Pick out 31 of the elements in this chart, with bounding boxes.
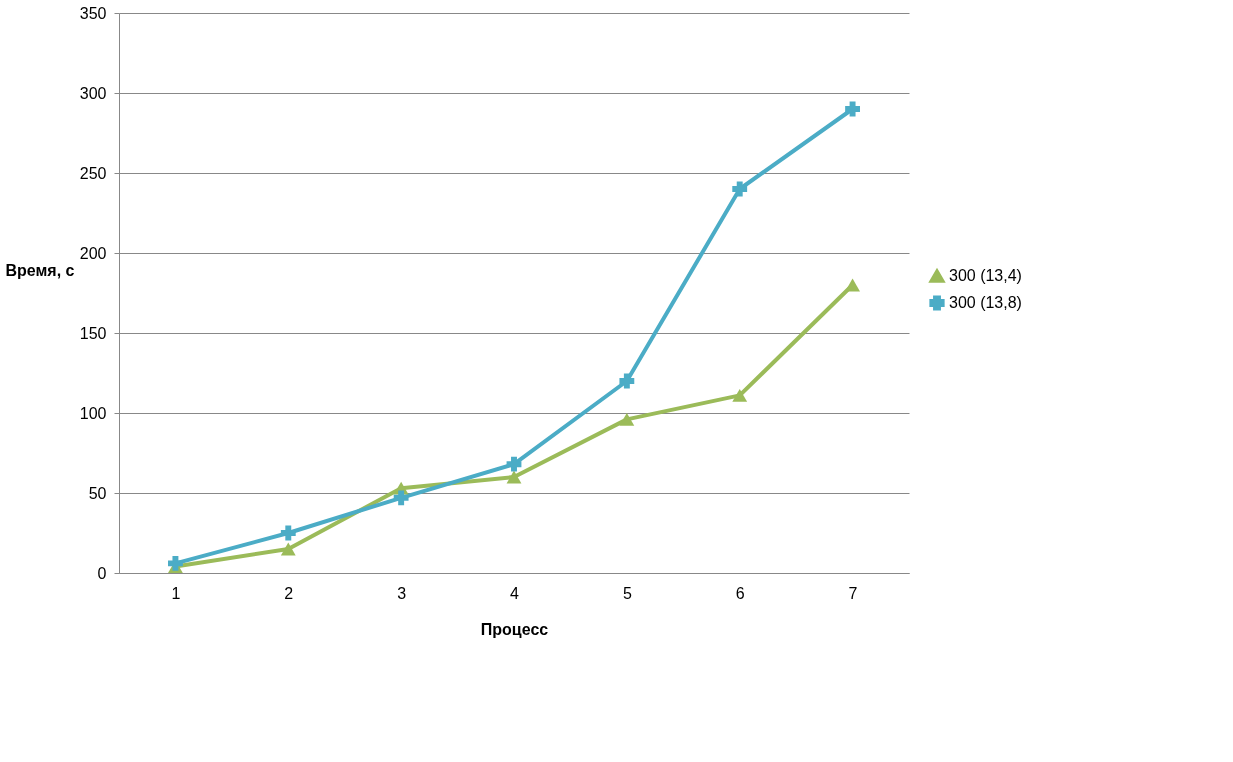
point xyxy=(506,456,522,472)
point xyxy=(845,101,860,117)
y-tick-label: 250 xyxy=(79,164,107,182)
legend-label: 300 (13,4) xyxy=(949,267,1022,284)
point xyxy=(506,470,522,484)
x-tick-label: 1 xyxy=(171,584,181,602)
y-tick-label: 100 xyxy=(79,404,107,422)
point xyxy=(168,555,183,571)
point xyxy=(619,373,635,389)
x-tick-label: 7 xyxy=(848,584,858,602)
x-tick-label: 3 xyxy=(397,584,407,602)
x-axis-title: Процесс xyxy=(480,620,549,638)
y-tick-label: 50 xyxy=(88,484,107,502)
x-tick-label: 2 xyxy=(284,584,294,602)
y-tick-label: 0 xyxy=(97,564,107,582)
y-tick-label: 300 xyxy=(79,84,107,102)
x-tick-label: 5 xyxy=(622,584,632,602)
point xyxy=(845,278,860,292)
x-tick-label: 4 xyxy=(510,584,520,602)
y-axis-title: Время, с xyxy=(5,261,75,279)
point xyxy=(280,525,296,541)
y-tick-label: 200 xyxy=(79,244,107,262)
point xyxy=(619,412,635,426)
point xyxy=(393,490,409,506)
x-tick-label: 6 xyxy=(735,584,745,602)
y-tick-label: 150 xyxy=(79,324,107,342)
point xyxy=(732,181,748,197)
y-tick-label: 350 xyxy=(79,4,107,22)
point xyxy=(732,388,748,402)
legend-label: 300 (13,8) xyxy=(949,294,1022,311)
point xyxy=(280,542,296,556)
